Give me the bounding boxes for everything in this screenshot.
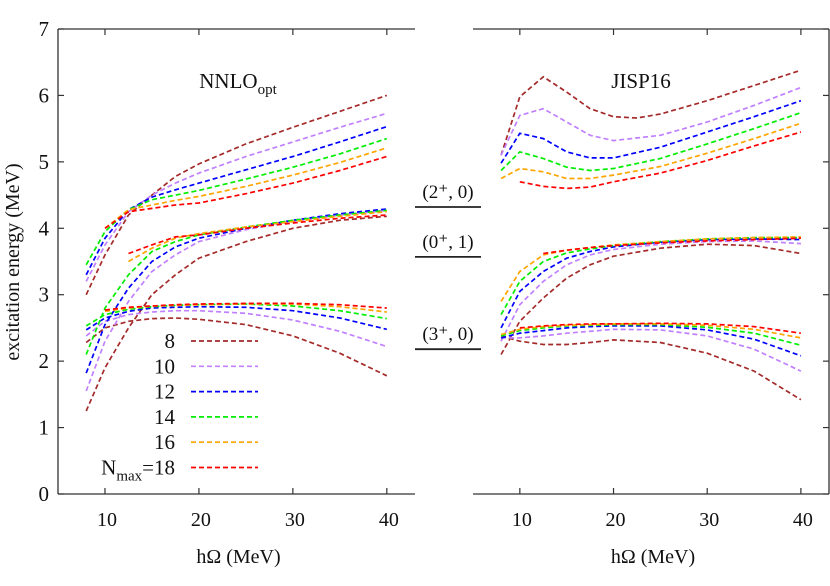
- y-tick-label: 3: [39, 283, 50, 307]
- series-nmax-18-curve-2: [543, 237, 801, 255]
- x-tick-label: 40: [793, 509, 813, 531]
- series-nmax-14-curve-2: [85, 209, 387, 355]
- legend-entry-16: 16: [154, 430, 258, 454]
- series-nmax-12-curve-1: [85, 125, 388, 276]
- legend-label: 14: [154, 405, 176, 429]
- series-nmax-16-curve-1: [104, 147, 388, 229]
- x-tick-label: 10: [97, 509, 117, 531]
- legend-entry-18: Nmax=18: [101, 456, 258, 485]
- level-label: (0⁺, 1): [422, 232, 473, 253]
- x-tick-label: 20: [606, 509, 626, 531]
- legend-entry-8: 8: [165, 329, 258, 353]
- y-tick-label: 1: [39, 416, 50, 440]
- series-nmax-8-curve-1: [500, 69, 802, 156]
- series-nmax-14-curve-1: [500, 111, 802, 172]
- y-tick-label: 4: [39, 216, 50, 240]
- panel-2-axes: 10 20 30 40 hΩ (MeV) JISP16: [473, 28, 830, 568]
- y-tick-label: 7: [39, 17, 50, 41]
- level-label: (2⁺, 0): [422, 182, 473, 203]
- legend-label: Nmax=18: [101, 456, 175, 485]
- legend-entry-14: 14: [154, 405, 258, 429]
- series-nmax-8-curve-1: [85, 94, 388, 296]
- panel-2-curves: [500, 69, 802, 401]
- y-tick-label: 5: [39, 150, 50, 174]
- series-nmax-18-curve-3: [519, 322, 802, 335]
- y-tick-label: 2: [39, 349, 50, 373]
- legend-label: 8: [165, 329, 176, 353]
- x-tick-label: 30: [285, 509, 305, 531]
- legend-label: 16: [154, 430, 175, 454]
- experimental-level-2: (0⁺, 1): [415, 232, 481, 258]
- series-nmax-8-curve-3: [500, 335, 802, 401]
- series-nmax-8-curve-2: [85, 215, 387, 412]
- panel-title: NNLOopt: [199, 69, 277, 98]
- x-tick-label: 30: [699, 509, 719, 531]
- panel-1-curves: [85, 94, 388, 412]
- x-tick-label: 40: [379, 509, 399, 531]
- series-nmax-16-curve-1: [500, 122, 802, 180]
- series-nmax-16-curve-2: [128, 210, 387, 263]
- legend-label: 10: [154, 354, 175, 378]
- level-label: (3⁺, 0): [422, 324, 473, 345]
- series-nmax-14-curve-1: [85, 137, 388, 266]
- panel-title: JISP16: [611, 69, 671, 93]
- series-nmax-10-curve-1: [85, 112, 388, 282]
- y-tick-label: 0: [39, 482, 50, 506]
- series-nmax-18-curve-1: [519, 131, 802, 190]
- series-nmax-8-curve-3: [85, 317, 388, 377]
- series-nmax-18-curve-1: [104, 155, 388, 229]
- x-tick-label: 10: [512, 509, 532, 531]
- series-nmax-12-curve-2: [500, 238, 801, 329]
- series-nmax-12-curve-2: [85, 208, 387, 374]
- series-nmax-10-curve-1: [500, 86, 802, 156]
- legend-label: 12: [154, 380, 175, 404]
- x-axis-label: hΩ (MeV): [611, 546, 695, 568]
- series-nmax-10-curve-2: [85, 209, 387, 392]
- legend-entry-10: 10: [154, 354, 258, 378]
- series-nmax-10-curve-3: [85, 309, 388, 348]
- series-nmax-18-curve-2: [128, 214, 387, 255]
- x-axis-label: hΩ (MeV): [196, 546, 280, 568]
- legend-entry-12: 12: [154, 380, 258, 404]
- series-nmax-8-curve-2: [500, 243, 802, 355]
- series-nmax-10-curve-2: [500, 240, 801, 342]
- series-nmax-18-curve-3: [104, 302, 387, 311]
- experimental-level-1: (2⁺, 0): [415, 182, 481, 208]
- experimental-level-3: (3⁺, 0): [415, 324, 481, 351]
- x-tick-label: 20: [191, 509, 211, 531]
- series-nmax-12-curve-1: [500, 99, 802, 164]
- series-nmax-14-curve-2: [500, 236, 801, 316]
- series-nmax-12-curve-3: [85, 305, 387, 331]
- y-axis-label: excitation energy (MeV): [2, 163, 24, 360]
- series-nmax-10-curve-3: [501, 328, 802, 372]
- y-tick-label: 6: [39, 83, 50, 107]
- series-nmax-16-curve-3: [104, 303, 387, 313]
